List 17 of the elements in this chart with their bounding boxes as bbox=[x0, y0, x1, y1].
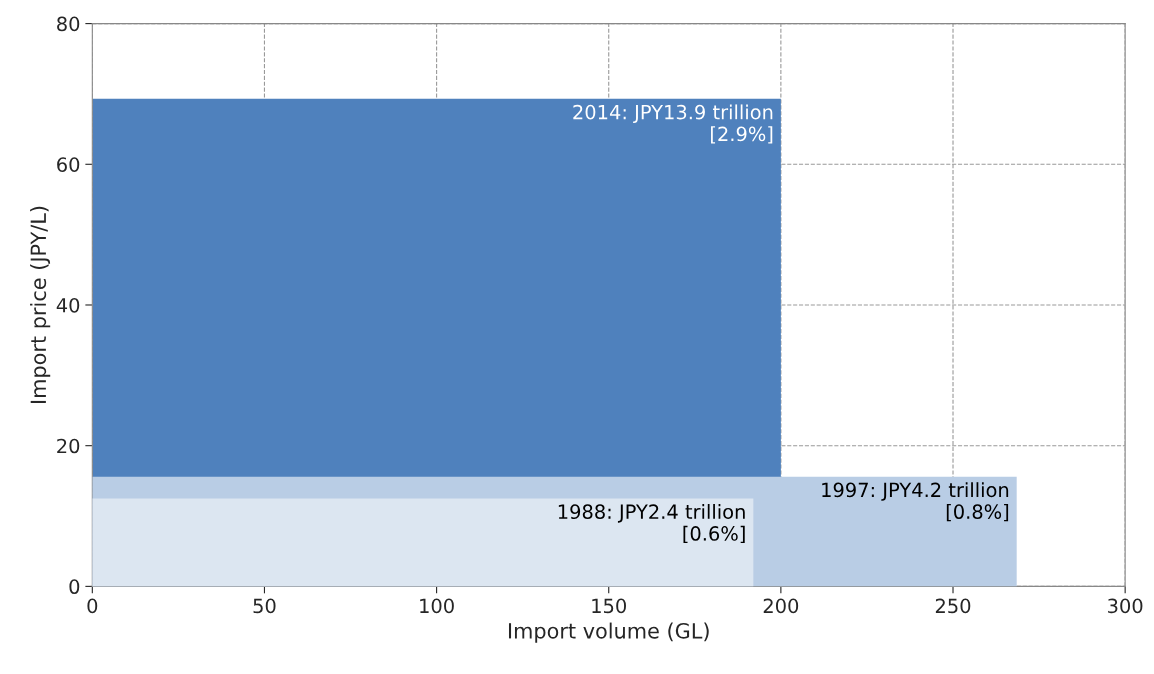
x-tick-label: 200 bbox=[763, 598, 799, 614]
annotation: 1988: JPY2.4 trillion [0.6%] bbox=[558, 504, 745, 544]
y-tick-label: 80 bbox=[57, 16, 80, 32]
y-tick-label: 60 bbox=[57, 157, 80, 172]
annotation: 2014: JPY13.9 trillion [2.9%] bbox=[573, 104, 773, 144]
y-tick-label: 20 bbox=[57, 438, 80, 454]
x-axis-title: Import volume (GL) bbox=[508, 622, 709, 643]
x-tick-label: 100 bbox=[420, 598, 454, 614]
x-tick-label: 150 bbox=[592, 598, 626, 614]
x-tick-label: 50 bbox=[253, 598, 276, 614]
y-tick-label: 0 bbox=[69, 579, 80, 595]
y-axis-title: Import price (JPY/L) bbox=[30, 206, 51, 403]
annotation: 1997: JPY4.2 trillion [0.8%] bbox=[822, 482, 1009, 522]
x-tick-label: 250 bbox=[935, 598, 971, 614]
y-tick-label: 40 bbox=[56, 297, 80, 313]
x-tick-label: 0 bbox=[87, 598, 98, 614]
x-tick-label: 300 bbox=[1108, 598, 1143, 614]
